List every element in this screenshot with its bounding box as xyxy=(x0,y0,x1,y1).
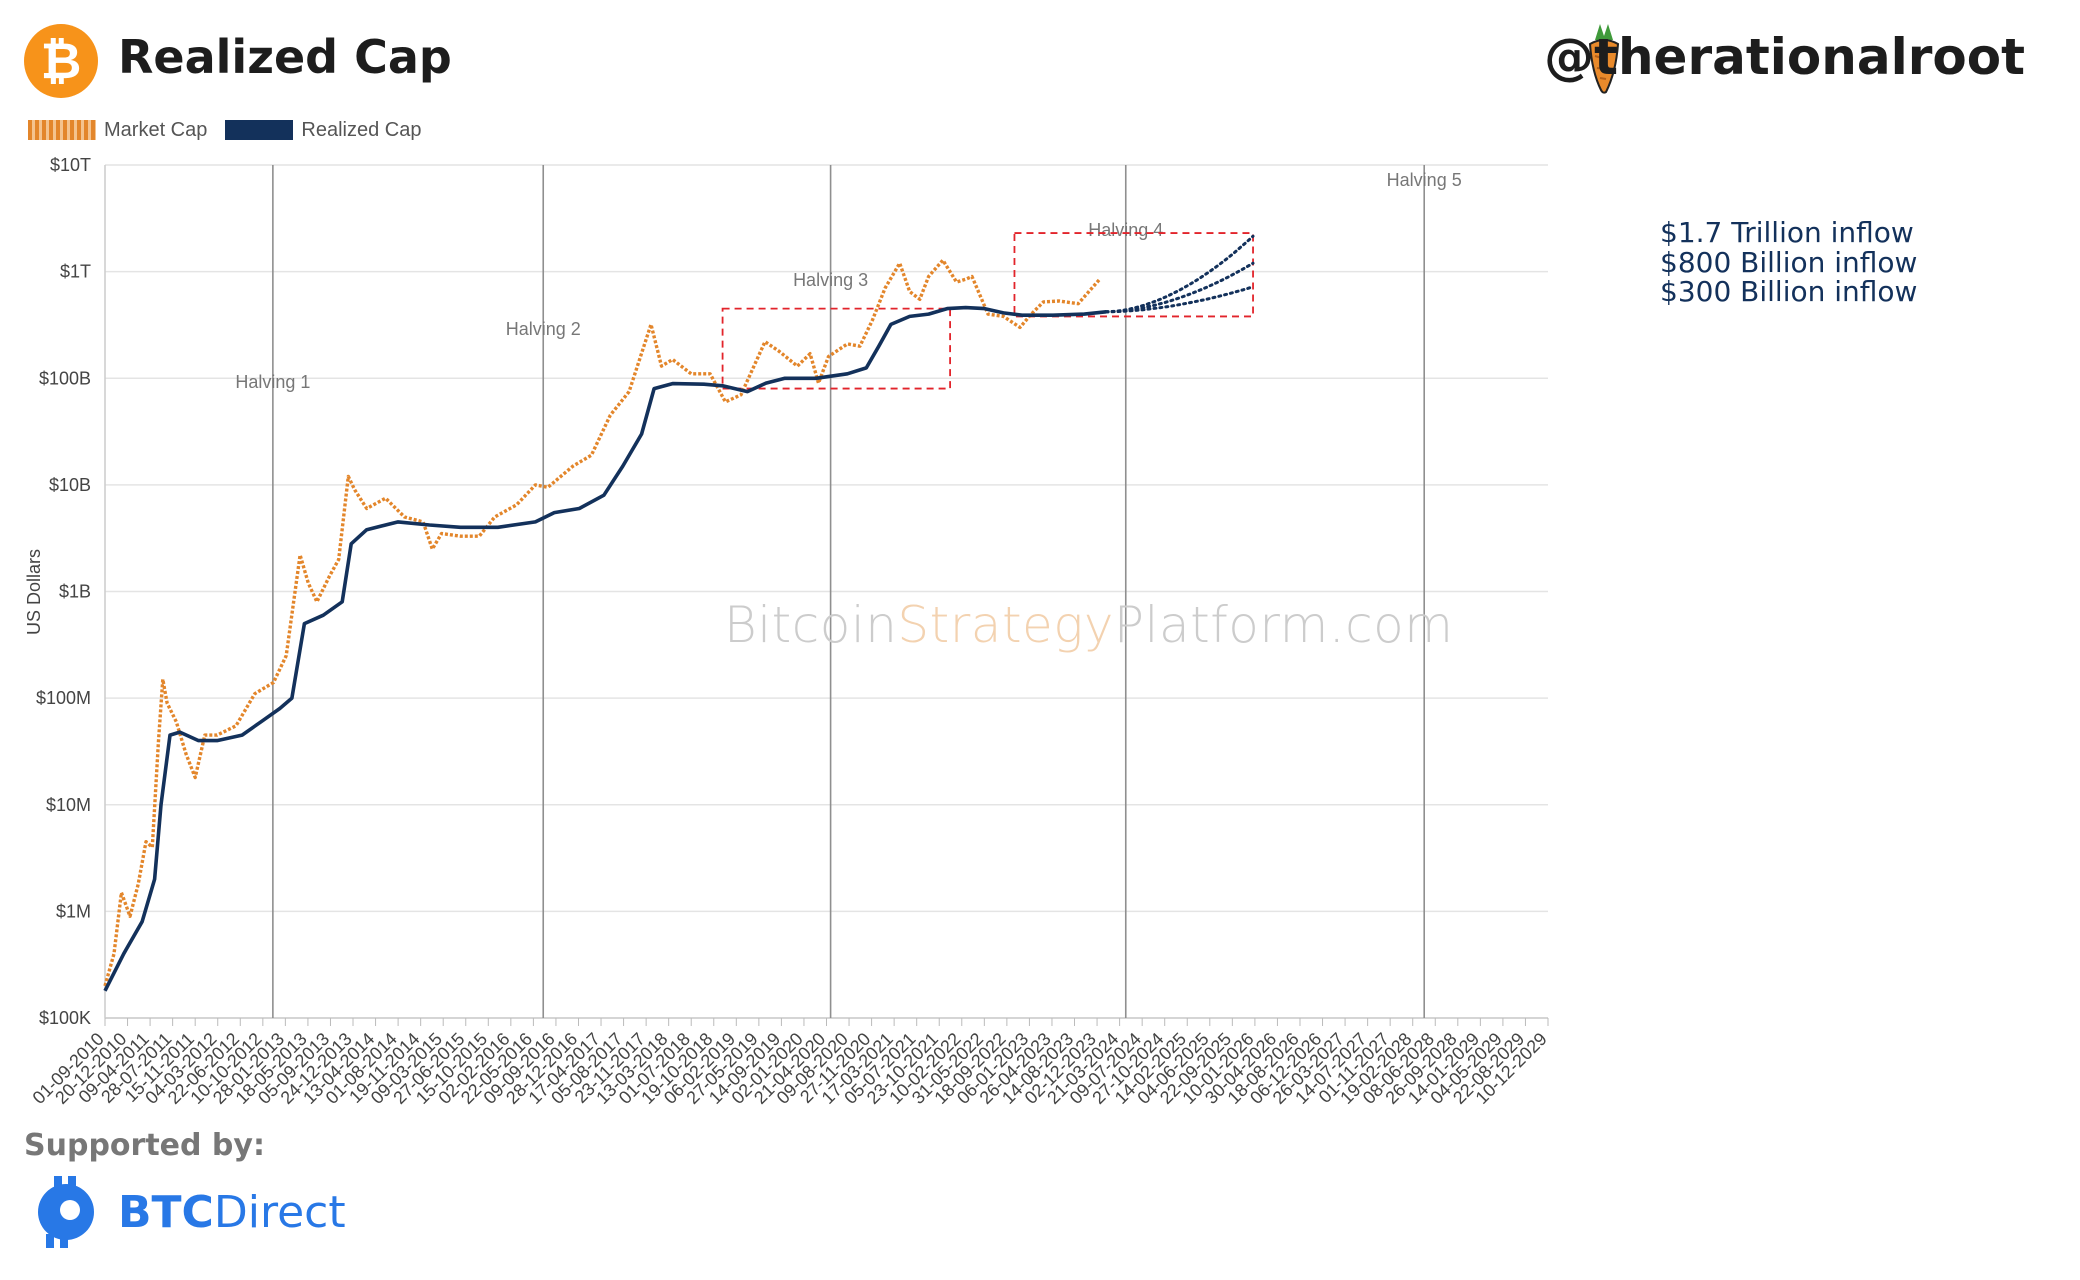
y-tick-label: $1T xyxy=(60,262,91,282)
carrot-logo-icon xyxy=(1588,24,1620,94)
projection-line xyxy=(1104,285,1255,314)
projection-label: $1.7 Trillion inflow xyxy=(1660,216,1914,249)
sponsor-wordmark-rest: Direct xyxy=(213,1186,346,1238)
halving-label: Halving 2 xyxy=(506,319,581,339)
projection-label: $300 Billion inflow xyxy=(1660,275,1917,308)
btc-direct-logo-icon xyxy=(38,1176,94,1248)
chart-legend: Market Cap Realized Cap xyxy=(28,116,439,144)
author-handle: @therationalroot xyxy=(1544,28,2025,86)
watermark: BitcoinStrategyPlatform.com xyxy=(724,596,1453,654)
highlight-box xyxy=(721,307,951,390)
legend-swatch-realized-cap xyxy=(225,120,294,140)
y-tick-label: $10B xyxy=(49,475,91,495)
legend-item-market-cap[interactable]: Market Cap xyxy=(28,119,207,142)
legend-label-realized-cap: Realized Cap xyxy=(301,118,422,141)
series-line-market-cap xyxy=(103,258,1101,987)
supported-by-label: Supported by: xyxy=(24,1128,265,1163)
legend-label-market-cap: Market Cap xyxy=(104,118,208,141)
halving-label: Halving 1 xyxy=(235,372,310,392)
y-axis-label: US Dollars xyxy=(24,549,44,635)
y-tick-label: $100B xyxy=(39,368,91,388)
halving-label: Halving 4 xyxy=(1088,220,1163,240)
bitcoin-logo-icon: ₿ xyxy=(24,24,98,98)
halving-label: Halving 3 xyxy=(793,270,868,290)
watermark-part-2: Strategy xyxy=(897,596,1114,654)
y-tick-label: $1B xyxy=(59,582,91,602)
legend-swatch-market-cap xyxy=(28,120,96,140)
y-tick-label: $100M xyxy=(36,688,91,708)
legend-item-realized-cap[interactable]: Realized Cap xyxy=(225,119,421,142)
sponsor-logo[interactable]: BTCDirect xyxy=(30,1172,346,1252)
y-tick-label: $10M xyxy=(46,795,91,815)
y-tick-label: $1M xyxy=(56,901,91,921)
projection-label: $800 Billion inflow xyxy=(1660,246,1917,279)
y-tick-label: $100K xyxy=(39,1008,91,1028)
sponsor-wordmark-bold: BTC xyxy=(118,1186,214,1238)
y-tick-label: $10T xyxy=(50,155,91,175)
halving-label: Halving 5 xyxy=(1387,170,1462,190)
watermark-part-1: Bitcoin xyxy=(724,596,898,654)
watermark-part-3: Platform.com xyxy=(1113,596,1454,654)
highlight-box xyxy=(1013,232,1254,318)
sponsor-wordmark: BTCDirect xyxy=(118,1187,346,1238)
page-title: Realized Cap xyxy=(118,30,452,84)
series-line-realized-cap xyxy=(103,305,1107,992)
